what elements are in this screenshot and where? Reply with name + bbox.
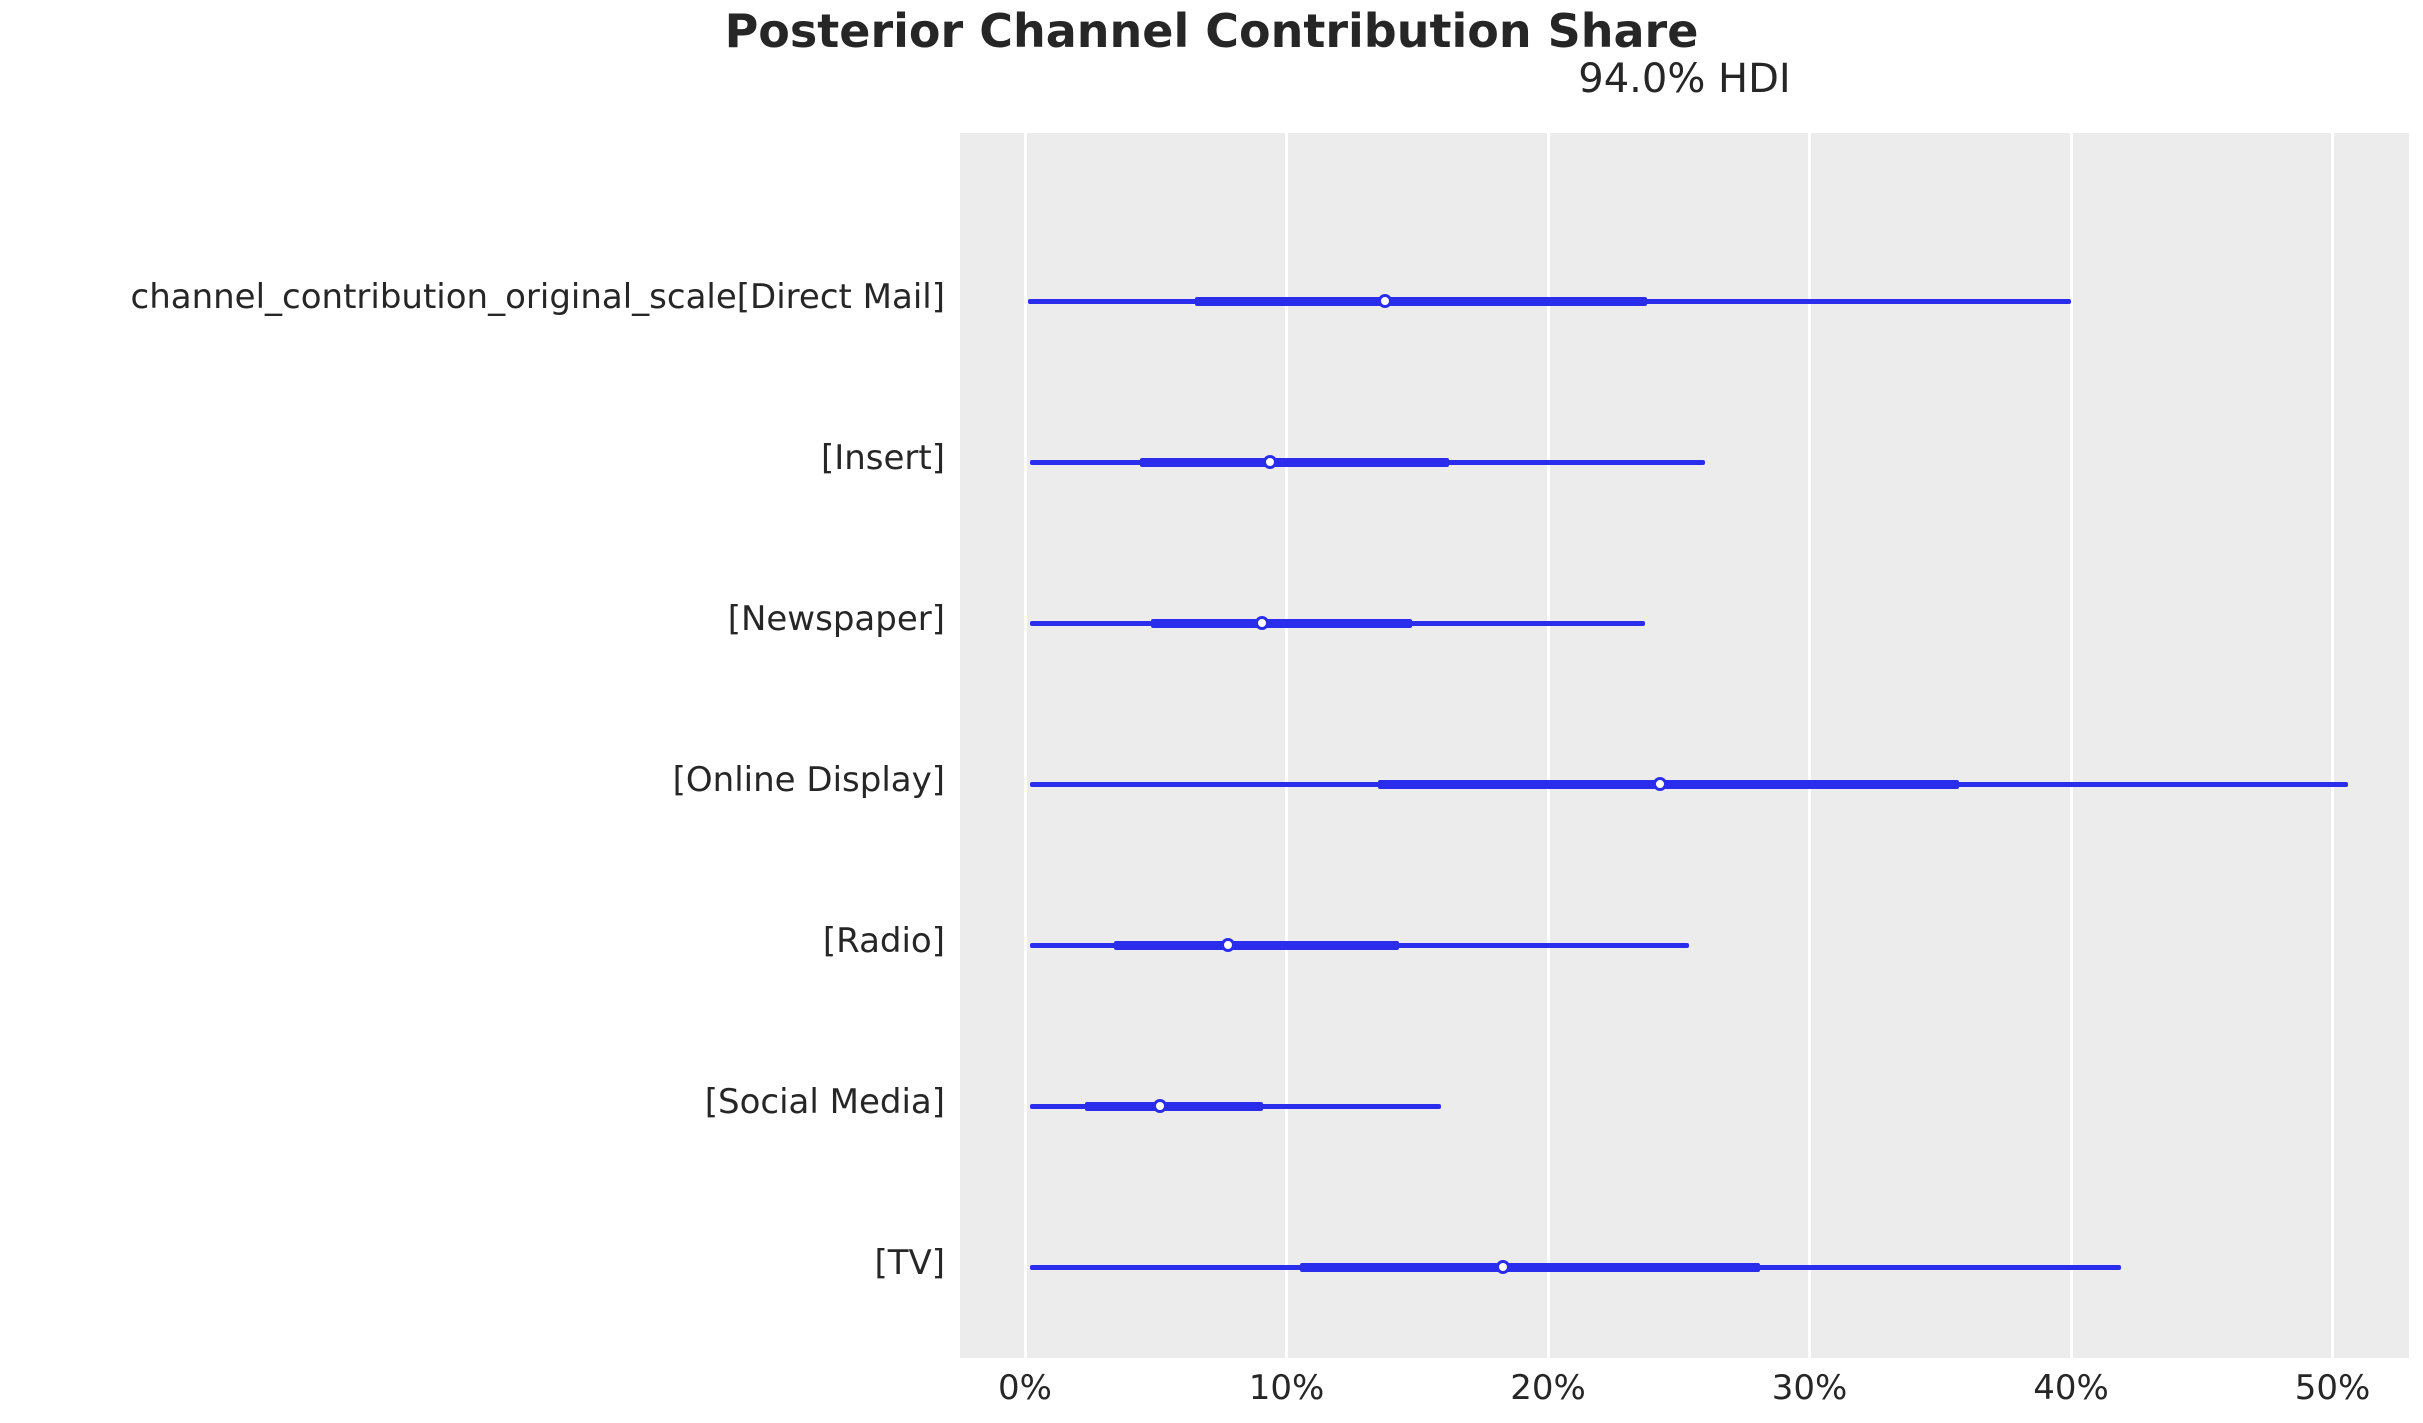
x-tick-label: 20% (1510, 1368, 1586, 1408)
iqr-line (1378, 779, 1959, 789)
median-marker (1496, 1259, 1511, 1274)
median-marker (1153, 1098, 1168, 1113)
y-tick-label: [Social Media] (704, 1082, 945, 1122)
gridline (2331, 133, 2334, 1358)
x-tick-label: 50% (2294, 1368, 2371, 1408)
gridline (1285, 133, 1288, 1358)
y-tick-label: channel_contribution_original_scale[Dire… (130, 277, 946, 317)
y-tick-label: [Radio] (822, 921, 945, 961)
y-tick-label: [Newspaper] (727, 599, 945, 639)
median-marker (1263, 454, 1278, 469)
iqr-line (1150, 618, 1413, 628)
gridline (1808, 133, 1811, 1358)
iqr-line (1113, 940, 1399, 950)
gridline (2069, 133, 2073, 1358)
iqr-line (1299, 1262, 1760, 1272)
y-tick-label: [TV] (874, 1243, 945, 1283)
y-tick-label: [Online Display] (672, 760, 945, 800)
plot-area (960, 133, 2409, 1358)
x-tick-label: 30% (1771, 1368, 1848, 1408)
iqr-line (1140, 457, 1449, 467)
hdi-subtitle: 94.0% HDI (1578, 56, 1791, 102)
median-marker (1652, 776, 1667, 791)
x-tick-label: 10% (1248, 1368, 1325, 1408)
median-marker (1221, 937, 1236, 952)
iqr-line (1085, 1101, 1263, 1111)
y-tick-label: [Insert] (820, 438, 945, 478)
gridline (1023, 133, 1027, 1358)
gridline (1546, 133, 1550, 1358)
chart-title: Posterior Channel Contribution Share (724, 4, 1699, 58)
x-tick-label: 0% (998, 1368, 1052, 1408)
x-tick-label: 40% (2033, 1368, 2109, 1408)
median-marker (1255, 615, 1270, 630)
median-marker (1378, 293, 1393, 308)
iqr-line (1194, 296, 1648, 306)
